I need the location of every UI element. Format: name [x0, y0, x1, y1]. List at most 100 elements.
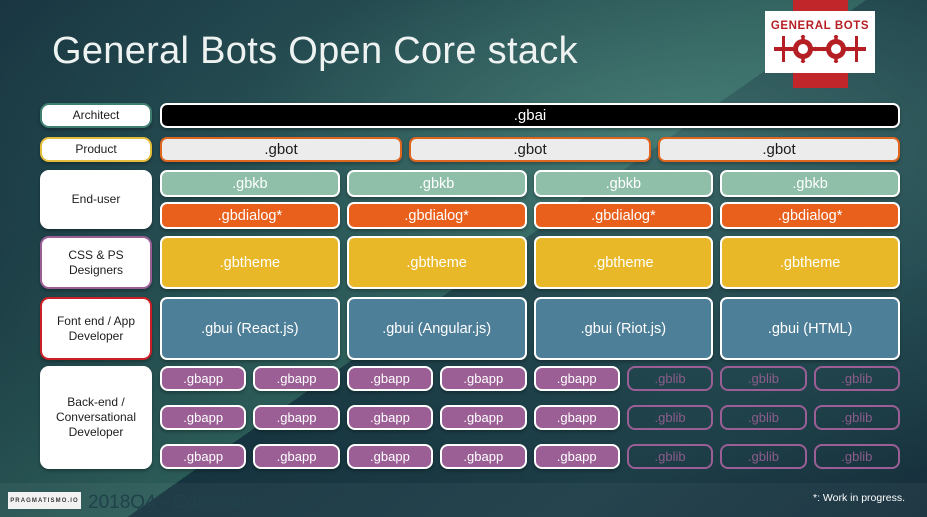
gbkb-cell[interactable]: .gbkb	[720, 170, 900, 197]
gbapp-cell[interactable]: .gbapp	[253, 366, 340, 391]
pragmatismo-logo: PRAGMATISMO.IO	[8, 492, 81, 509]
gbkb-label: .gbkb	[605, 175, 642, 192]
logo-label: GENERAL BOTS	[770, 20, 870, 33]
gbkb-row: .gbkb .gbkb .gbkb .gbkb	[160, 170, 900, 197]
gbot-cell[interactable]: .gbot	[658, 137, 900, 162]
gbapp-cell[interactable]: .gbapp	[346, 366, 434, 391]
gbapp-cell[interactable]: .gbapp	[346, 444, 434, 469]
gblib-label: .gblib	[841, 449, 873, 464]
gbot-row: .gbot .gbot .gbot	[160, 137, 900, 162]
gbapp-label: .gbapp	[556, 449, 597, 464]
role-label-css[interactable]: CSS & PS Designers	[40, 236, 152, 289]
gblib-label: .gblib	[654, 449, 686, 464]
gbapp-cell[interactable]: .gbapp	[440, 444, 527, 469]
role-label-font[interactable]: Font end / App Developer	[40, 297, 152, 360]
role-label-text: Back-end / Conversational Developer	[55, 395, 137, 439]
gbapp-label: .gbapp	[276, 449, 317, 464]
gbtheme-cell[interactable]: .gbtheme	[720, 236, 900, 289]
gbui-cell[interactable]: .gbui (Angular.js)	[346, 297, 527, 360]
gblib-cell[interactable]: .gblib	[720, 444, 807, 469]
gbapp-cell[interactable]: .gbapp	[533, 366, 620, 391]
gbui-label: .gbui (Angular.js)	[382, 320, 492, 337]
gblib-cell[interactable]: .gblib	[813, 366, 900, 391]
module-grid-row: .gbapp .gbapp .gbapp .gbapp .gbapp .gblib .gbl…	[160, 366, 900, 391]
gbapp-cell[interactable]: .gbapp	[160, 444, 247, 469]
gbot-cell[interactable]: .gbot	[409, 137, 651, 162]
gblib-cell[interactable]: .gblib	[626, 444, 714, 469]
gbkb-label: .gbkb	[232, 175, 268, 192]
gbui-label: .gbui (HTML)	[767, 320, 853, 337]
gbapp-cell[interactable]: .gbapp	[160, 366, 247, 391]
gbapp-cell[interactable]: .gbapp	[253, 405, 340, 430]
gbui-cell[interactable]: .gbui (HTML)	[720, 297, 900, 360]
role-label-text: Architect	[72, 108, 120, 122]
gbdialog-label: .gbdialog*	[217, 207, 283, 224]
gblib-cell[interactable]: .gblib	[626, 405, 714, 430]
gbapp-cell[interactable]: .gbapp	[533, 444, 620, 469]
gblib-cell[interactable]: .gblib	[813, 405, 900, 430]
gbapp-label: .gbapp	[370, 410, 410, 425]
gbtheme-label: .gbtheme	[406, 254, 467, 271]
gblib-label: .gblib	[841, 410, 873, 425]
gbdialog-cell[interactable]: .gbdialog*	[346, 202, 527, 229]
footer-label: 2018Q4 - Corporate	[88, 492, 257, 513]
role-label-end-user[interactable]: End-user	[40, 170, 152, 229]
gbot-cell[interactable]: .gbot	[160, 137, 402, 162]
gbapp-label: .gbapp	[183, 449, 224, 464]
gbdialog-label: .gbdialog*	[404, 207, 469, 224]
gbai-cell[interactable]: .gbai	[160, 103, 900, 128]
logo-card: GENERAL BOTS	[765, 11, 875, 73]
gbui-cell[interactable]: .gbui (React.js)	[160, 297, 340, 360]
gblib-label: .gblib	[747, 449, 779, 464]
gbapp-cell[interactable]: .gbapp	[253, 444, 340, 469]
gbtheme-cell[interactable]: .gbtheme	[533, 236, 714, 289]
gblib-cell[interactable]: .gblib	[720, 405, 807, 430]
gbapp-label: .gbapp	[463, 449, 504, 464]
gbapp-cell[interactable]: .gbapp	[440, 405, 527, 430]
role-label-product[interactable]: Product	[40, 137, 152, 162]
gbot-label: .gbot	[264, 141, 298, 158]
gbapp-label: .gbapp	[276, 371, 317, 386]
gbkb-cell[interactable]: .gbkb	[533, 170, 714, 197]
gbapp-cell[interactable]: .gbapp	[160, 405, 247, 430]
gblib-label: .gblib	[841, 371, 873, 386]
gbtheme-label: .gbtheme	[219, 254, 281, 271]
gbtheme-cell[interactable]: .gbtheme	[346, 236, 527, 289]
gbkb-cell[interactable]: .gbkb	[346, 170, 527, 197]
gbdialog-label: .gbdialog*	[591, 207, 656, 224]
gblib-cell[interactable]: .gblib	[626, 366, 714, 391]
gbdialog-label: .gbdialog*	[777, 207, 843, 224]
gbot-label: .gbot	[762, 141, 796, 158]
gbdialog-cell[interactable]: .gbdialog*	[160, 202, 340, 229]
gbkb-cell[interactable]: .gbkb	[160, 170, 340, 197]
gblib-label: .gblib	[654, 371, 686, 386]
gblib-cell[interactable]: .gblib	[720, 366, 807, 391]
gbapp-label: .gbapp	[463, 371, 504, 386]
page-title: General Bots Open Core stack	[52, 30, 578, 72]
role-label-back-end[interactable]: Back-end / Conversational Developer	[40, 366, 152, 469]
pragmatismo-label: PRAGMATISMO.IO	[10, 497, 79, 504]
gbdialog-cell[interactable]: .gbdialog*	[533, 202, 714, 229]
gbdialog-row: .gbdialog* .gbdialog* .gbdialog* .gbdialog*	[160, 202, 900, 229]
gbdialog-cell[interactable]: .gbdialog*	[720, 202, 900, 229]
gbui-label: .gbui (Riot.js)	[580, 320, 667, 337]
role-label-text: Font end / App Developer	[56, 313, 136, 343]
footer-bar	[0, 483, 927, 517]
gblib-label: .gblib	[654, 410, 686, 425]
gbtheme-cell[interactable]: .gbtheme	[160, 236, 340, 289]
gbui-cell[interactable]: .gbui (Riot.js)	[533, 297, 714, 360]
gbapp-label: .gbapp	[556, 371, 597, 386]
gbapp-label: .gbapp	[276, 410, 317, 425]
gblib-cell[interactable]: .gblib	[813, 444, 900, 469]
gbapp-cell[interactable]: .gbapp	[533, 405, 620, 430]
role-label-architect[interactable]: Architect	[40, 103, 152, 128]
module-grid-row: .gbapp .gbapp .gbapp .gbapp .gbapp .gblib .gbl…	[160, 405, 900, 430]
gbot-label: .gbot	[513, 141, 547, 158]
gbapp-cell[interactable]: .gbapp	[346, 405, 434, 430]
gbui-row: .gbui (React.js) .gbui (Angular.js) .gbui …	[160, 297, 900, 360]
gbapp-cell[interactable]: .gbapp	[440, 366, 527, 391]
role-label-text: End-user	[71, 192, 121, 206]
gbtheme-label: .gbtheme	[593, 254, 654, 271]
gbapp-label: .gbapp	[370, 371, 410, 386]
